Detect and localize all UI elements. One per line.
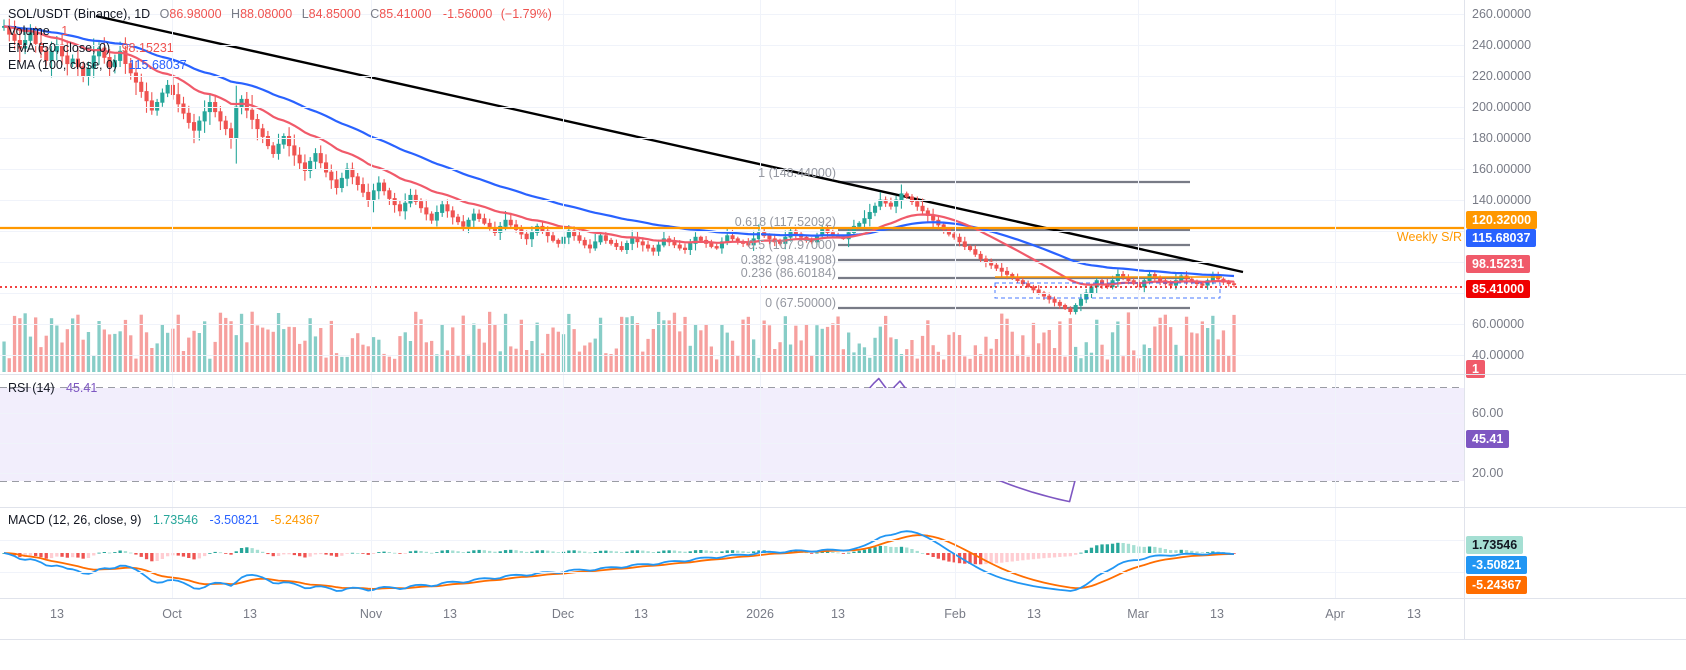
ema50-legend-label: EMA (50, close, 0) bbox=[8, 41, 111, 55]
rsi-tick: 60.00 bbox=[1472, 406, 1504, 420]
price-tick: 60.00000 bbox=[1472, 317, 1525, 331]
ohlc-change: -1.56000 bbox=[442, 7, 493, 21]
ohlc-l-value: 84.85000 bbox=[308, 7, 361, 21]
volume-legend-label: Volume bbox=[8, 24, 50, 38]
macd-legend-hist: 1.73546 bbox=[152, 513, 199, 527]
time-axis-label: 13 bbox=[50, 607, 64, 621]
symbol-title: SOL/USDT (Binance), 1D bbox=[8, 7, 151, 21]
ohlc-h-value: 88.08000 bbox=[240, 7, 293, 21]
ema100-legend[interactable]: EMA (100, close, 0) 115.68037 bbox=[8, 58, 187, 72]
macd-line-tag[interactable]: -3.50821 bbox=[1466, 556, 1528, 574]
time-axis[interactable]: 13 Oct 13 Nov 13 Dec 13 2026 13 Feb 13 Mar 13 Apr 13 bbox=[0, 599, 1686, 639]
ohlc-h-label: H bbox=[231, 7, 241, 21]
ema50-legend[interactable]: EMA (50, close, 0) 98.15231 bbox=[8, 41, 174, 55]
ohlc-c-label: C bbox=[370, 7, 380, 21]
time-axis-label: Dec bbox=[551, 607, 575, 621]
ohlc-change-pct: (−1.79%) bbox=[500, 7, 552, 21]
fib-label-1: 1 (148.44000) bbox=[758, 166, 836, 180]
rsi-value-tag[interactable]: 45.41 bbox=[1466, 430, 1510, 448]
price-tick: 160.00000 bbox=[1472, 162, 1532, 176]
ema50-price-tag[interactable]: 98.15231 bbox=[1466, 255, 1531, 273]
rsi-plot-area[interactable]: RSI (14) 45.41 bbox=[0, 375, 1464, 507]
price-tick: 200.00000 bbox=[1472, 100, 1532, 114]
price-axis[interactable]: 260.00000 240.00000 220.00000 200.00000 … bbox=[1464, 0, 1686, 378]
time-axis-label: 13 bbox=[1407, 607, 1421, 621]
rsi-legend[interactable]: RSI (14) 45.41 bbox=[8, 381, 97, 395]
price-tick: 260.00000 bbox=[1472, 7, 1532, 21]
time-axis-label: 13 bbox=[634, 607, 648, 621]
volume-legend[interactable]: Volume 1 bbox=[8, 24, 68, 38]
rsi-tick: 20.00 bbox=[1472, 466, 1504, 480]
last-price-tag[interactable]: 85.41000 bbox=[1466, 280, 1531, 298]
macd-legend-label: MACD (12, 26, close, 9) bbox=[8, 513, 142, 527]
ohlc-o-label: O bbox=[159, 7, 170, 21]
price-pane: 1 (148.44000) 0.618 (117.52092) 0.5 (107… bbox=[0, 0, 1686, 378]
time-axis-label: Apr bbox=[1325, 607, 1345, 621]
time-axis-label: 13 bbox=[443, 607, 457, 621]
macd-plot-area[interactable]: MACD (12, 26, close, 9) 1.73546 -3.50821… bbox=[0, 508, 1464, 598]
time-axis-label: 13 bbox=[243, 607, 257, 621]
price-tick: 180.00000 bbox=[1472, 131, 1532, 145]
ema100-legend-value: 115.68037 bbox=[128, 58, 187, 72]
ema100-legend-label: EMA (100, close, 0) bbox=[8, 58, 118, 72]
macd-legend[interactable]: MACD (12, 26, close, 9) 1.73546 -3.50821… bbox=[8, 513, 320, 527]
symbol-legend[interactable]: SOL/USDT (Binance), 1D O86.98000 H88.080… bbox=[8, 7, 552, 21]
ohlc-l-label: L bbox=[301, 7, 309, 21]
time-axis-label: 13 bbox=[1210, 607, 1224, 621]
price-tick: 140.00000 bbox=[1472, 193, 1532, 207]
ohlc-c-value: 85.41000 bbox=[379, 7, 432, 21]
time-axis-label: 13 bbox=[1027, 607, 1041, 621]
rsi-pane: RSI (14) 45.41 60.00 40.00 20.00 45.41 bbox=[0, 375, 1686, 507]
weekly-sr-label: Weekly S/R bbox=[1396, 230, 1462, 244]
macd-legend-signal: -5.24367 bbox=[270, 513, 320, 527]
rsi-overbought-oversold-band bbox=[0, 388, 1464, 481]
fib-label-0618: 0.618 (117.52092) bbox=[734, 215, 836, 229]
volume-legend-value: 1 bbox=[61, 24, 69, 38]
ema100-price-tag[interactable]: 120.32000 bbox=[1466, 211, 1538, 229]
price-plot-area[interactable]: 1 (148.44000) 0.618 (117.52092) 0.5 (107… bbox=[0, 0, 1464, 374]
time-axis-label: Nov bbox=[359, 607, 383, 621]
ema50-legend-value: 98.15231 bbox=[121, 41, 174, 55]
time-axis-label: 2026 bbox=[746, 607, 774, 621]
ohlc-o-value: 86.98000 bbox=[169, 7, 222, 21]
macd-signal-tag[interactable]: -5.24367 bbox=[1466, 576, 1528, 594]
weekly-sr-price-tag[interactable]: 115.68037 bbox=[1466, 229, 1537, 247]
fib-label-0382: 0.382 (98.41908) bbox=[740, 253, 836, 267]
macd-axis[interactable]: 1.73546 -3.50821 -5.24367 bbox=[1464, 508, 1686, 598]
time-axis-label: 13 bbox=[831, 607, 845, 621]
volume-value-tag[interactable]: 1 bbox=[1466, 360, 1485, 378]
time-axis-label: Oct bbox=[162, 607, 182, 621]
time-axis-label: Feb bbox=[944, 607, 966, 621]
macd-hist-tag[interactable]: 1.73546 bbox=[1466, 536, 1524, 554]
price-tick: 240.00000 bbox=[1472, 38, 1532, 52]
time-axis-label: Mar bbox=[1127, 607, 1149, 621]
price-tick: 40.00000 bbox=[1472, 348, 1525, 362]
rsi-legend-value: 45.41 bbox=[66, 381, 98, 395]
macd-legend-line: -3.50821 bbox=[209, 513, 259, 527]
fib-label-0: 0 (67.50000) bbox=[765, 296, 836, 310]
macd-pane: MACD (12, 26, close, 9) 1.73546 -3.50821… bbox=[0, 508, 1686, 598]
price-series-svg bbox=[0, 14, 1464, 372]
price-tick: 220.00000 bbox=[1472, 69, 1532, 83]
rsi-legend-label: RSI (14) bbox=[8, 381, 55, 395]
rsi-axis[interactable]: 60.00 40.00 20.00 45.41 bbox=[1464, 375, 1686, 507]
fib-label-0236: 0.236 (86.60184) bbox=[740, 266, 836, 280]
fib-label-05: 0.5 (107.97000) bbox=[747, 238, 836, 252]
macd-series-svg bbox=[2, 530, 1236, 592]
